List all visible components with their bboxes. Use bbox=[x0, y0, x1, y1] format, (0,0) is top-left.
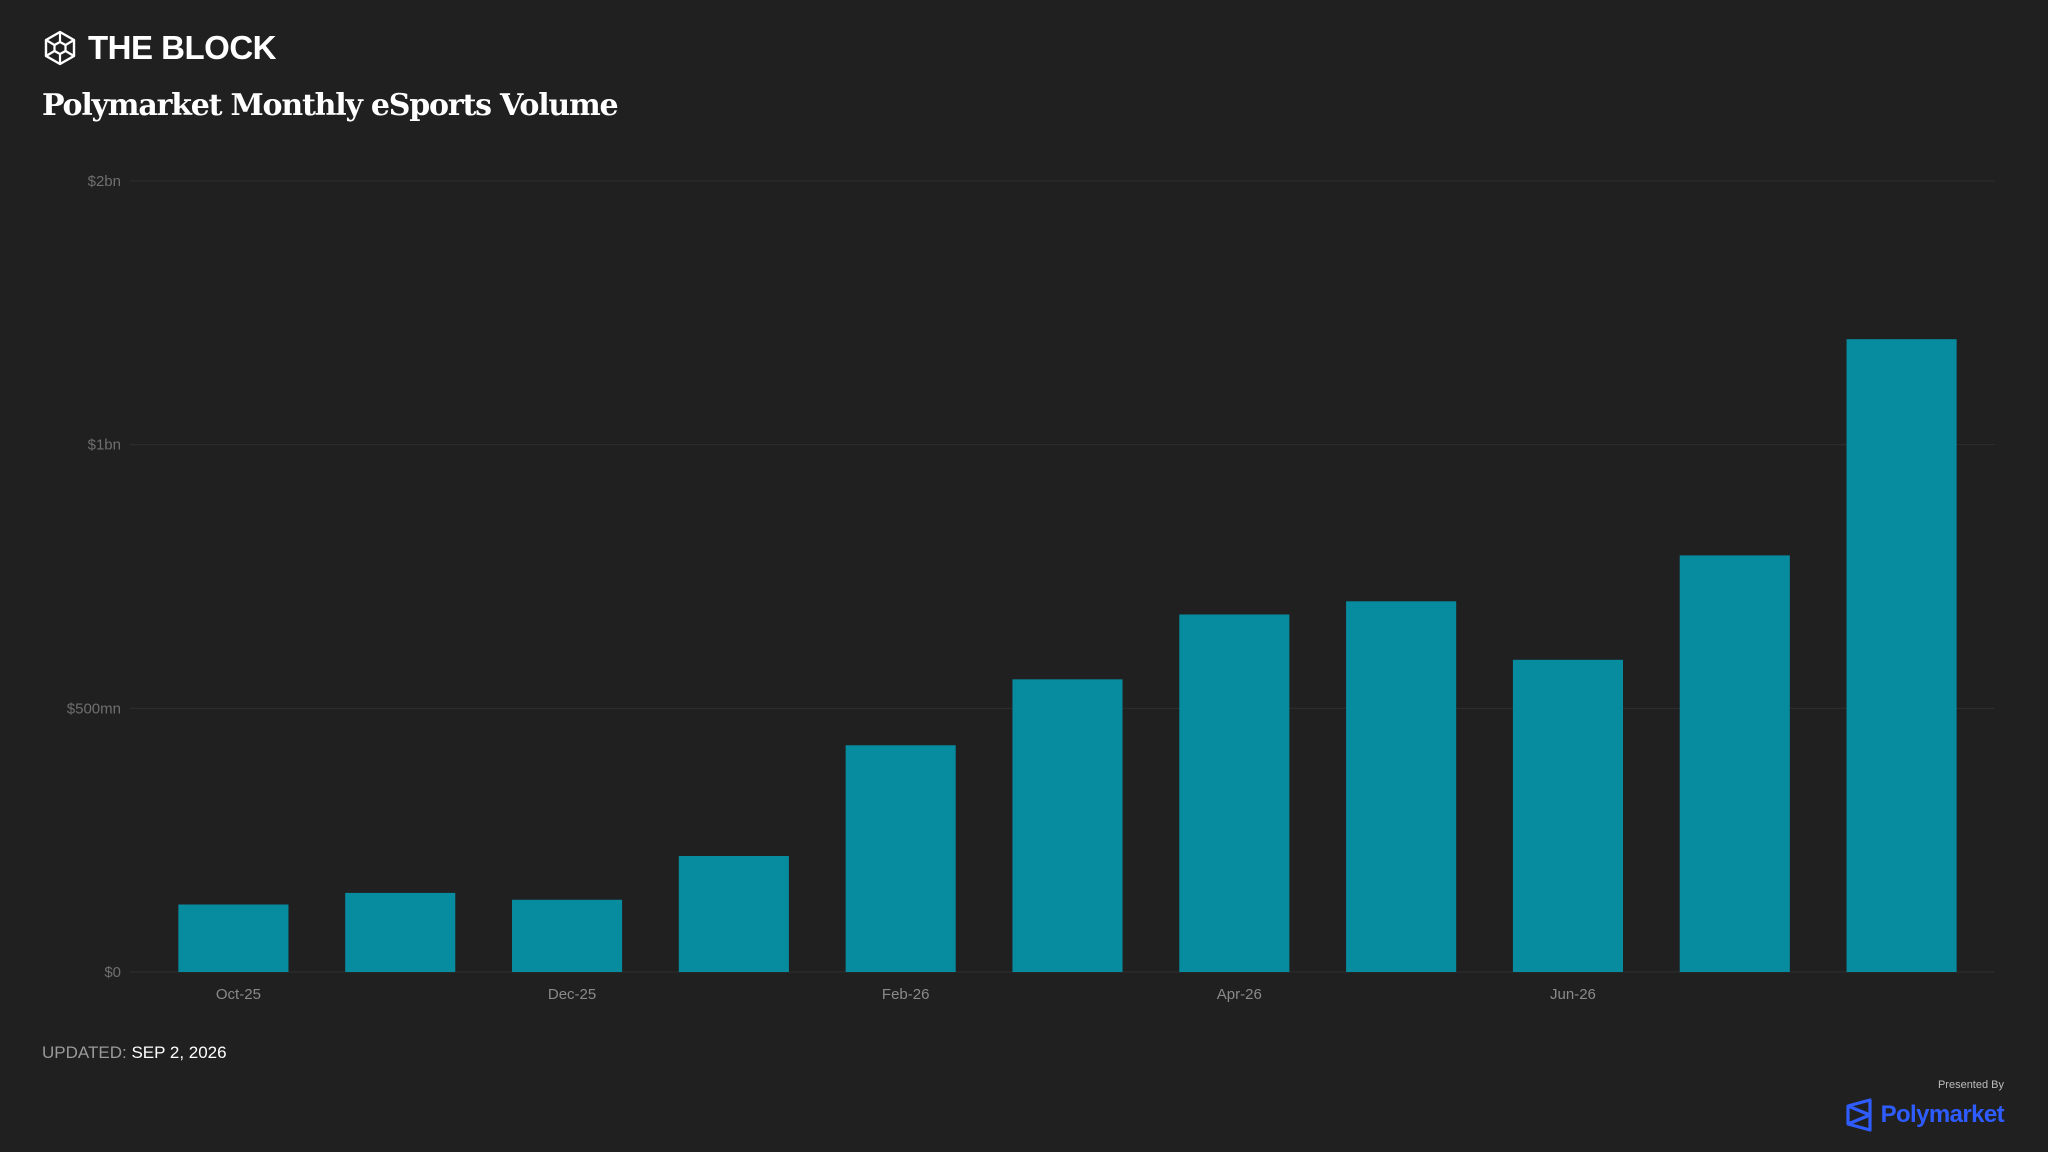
y-tick-label: $500mn bbox=[67, 700, 121, 717]
y-tick-label: $0 bbox=[104, 964, 121, 981]
brand-name: THE BLOCK bbox=[88, 29, 277, 66]
x-tick-label: Oct-25 bbox=[216, 986, 261, 1003]
chart-title: Polymarket Monthly eSports Volume bbox=[42, 88, 619, 123]
updated-date: SEP 2, 2026 bbox=[131, 1043, 227, 1062]
x-tick-label: Jun-26 bbox=[1550, 986, 1596, 1003]
bar-jan-26[interactable] bbox=[678, 855, 789, 972]
bar-jun-26[interactable] bbox=[1512, 659, 1624, 972]
bar-oct-25[interactable] bbox=[178, 904, 289, 972]
y-tick-label: $1bn bbox=[88, 437, 121, 454]
presented-by-label: Presented By bbox=[1937, 1079, 2004, 1091]
bar-apr-26[interactable] bbox=[1179, 614, 1290, 972]
x-axis-ticks: Oct-25 Dec-25 Feb-26 Apr-26 Jun-26 bbox=[216, 986, 1596, 1003]
bar-aug-26[interactable] bbox=[1846, 339, 1957, 972]
updated-label: UPDATED: bbox=[42, 1043, 127, 1062]
brand-header: THE BLOCK bbox=[42, 28, 277, 68]
sponsor-name: Polymarket bbox=[1880, 1101, 2005, 1128]
bar-feb-26[interactable] bbox=[845, 745, 956, 972]
sponsor-logo[interactable]: Polymarket bbox=[1845, 1097, 2005, 1133]
x-tick-label: Dec-25 bbox=[548, 986, 596, 1003]
bars bbox=[178, 339, 1957, 972]
x-tick-label: Feb-26 bbox=[882, 986, 930, 1003]
bar-mar-26[interactable] bbox=[1012, 679, 1123, 972]
y-tick-label: $2bn bbox=[88, 173, 121, 190]
y-axis-ticks: $0 $500mn $1bn $2bn bbox=[67, 173, 121, 981]
bar-jul-26[interactable] bbox=[1679, 555, 1790, 972]
updated-timestamp: UPDATED: SEP 2, 2026 bbox=[42, 1042, 227, 1064]
bar-may-26[interactable] bbox=[1346, 601, 1457, 972]
cube-logo-icon bbox=[44, 30, 76, 66]
polymarket-logo-icon bbox=[1845, 1098, 1872, 1132]
bar-nov-25[interactable] bbox=[345, 892, 456, 972]
bar-dec-25[interactable] bbox=[511, 899, 623, 972]
x-tick-label: Apr-26 bbox=[1217, 986, 1262, 1003]
